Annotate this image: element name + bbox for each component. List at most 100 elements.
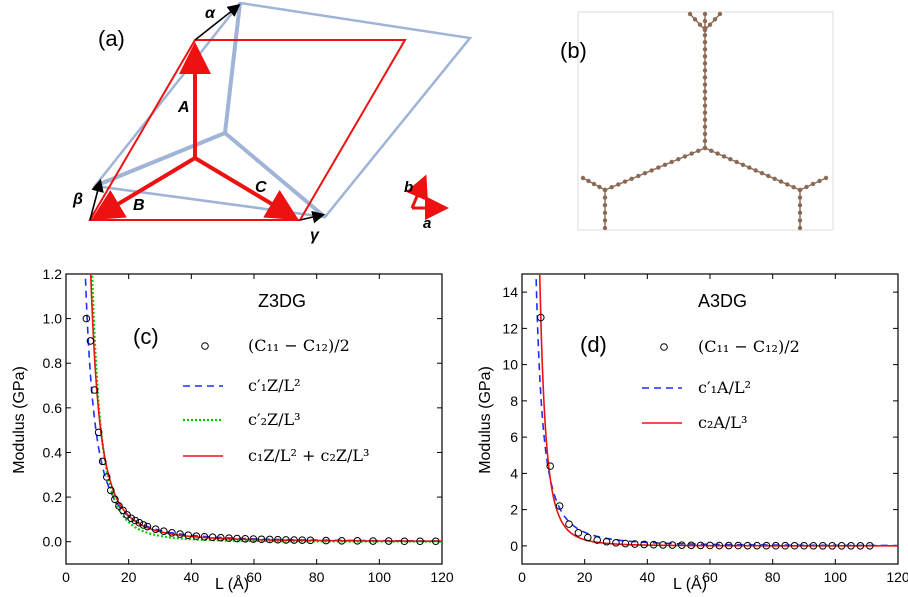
atom [797,203,803,208]
atom [702,131,708,137]
data-point [790,541,799,550]
angle-label-gamma: γ [310,227,320,244]
data-point [678,541,686,550]
data-point [119,506,127,515]
data-point [208,533,217,542]
data-point [696,541,705,550]
data-point [837,541,846,550]
atom [728,157,733,162]
axis-label-b: b [404,179,413,196]
atom [602,195,608,200]
y-tick-label: 2 [510,502,518,518]
data-point [753,541,761,550]
data-point [90,386,99,394]
x-tick-label: 80 [309,569,325,585]
x-tick-label: 100 [824,569,848,585]
data-point [612,538,620,547]
atom [721,154,727,159]
vector-C-arrow [193,156,299,221]
chain-bond [704,147,801,191]
x-axis-label-d: L (Å) [673,574,707,593]
data-point [102,473,111,481]
atom [797,195,803,200]
panel-label-d: (d) [580,332,607,357]
data-point [537,313,545,322]
legend-marker [660,343,668,351]
atom [702,117,708,122]
vector-label-C: C [255,179,267,196]
atom [702,82,708,87]
legend-label: c′₂Z/L³ [248,410,301,429]
beta-arrow [89,178,104,221]
atom [676,157,681,162]
data-point [565,520,573,528]
atom [759,171,765,176]
atom [709,148,714,153]
atom [797,218,803,223]
y-tick-label: 0.2 [43,489,63,505]
x-tick-label: 0 [518,569,526,585]
atom [797,187,803,193]
atom [662,162,668,167]
atom [715,151,720,156]
chain-bond [604,147,706,191]
panel-d-a3dg-chart: 0 20 40 60 80 100 120 0 2 4 6 8 10 12 14 (d) A3DG L (Å… [477,273,908,593]
series-d [535,274,898,550]
y-tick-label: 12 [502,320,518,336]
data-point [706,541,714,550]
y-tick-label: 0.8 [43,355,63,371]
atom [747,165,752,170]
axis-label-a: a [423,215,431,232]
data-point [743,541,752,550]
data-point [640,540,649,549]
panel-label-a: (a) [98,26,125,51]
data-point [176,530,184,538]
atom [682,154,688,159]
atom [702,96,708,101]
data-point [574,529,583,537]
legend-label: (C₁₁ − C₁₂)/2 [698,337,800,356]
atom [740,162,746,167]
atom [804,184,809,190]
series-line-2 [91,274,442,543]
blue-bond-up [223,2,242,134]
y-axis-label-d: Modulus (GPa) [477,366,494,474]
atom [702,89,708,94]
data-point [602,537,611,546]
data-point [241,534,250,543]
atom [717,11,723,17]
atom [766,173,771,179]
data-point [225,534,233,542]
atom [586,178,591,184]
data-point [257,535,266,544]
atom [591,181,597,187]
x-tick-label: 20 [577,569,593,585]
atom [772,176,777,181]
data-point [369,537,377,545]
angle-label-beta: β [72,191,83,208]
atom [669,159,674,165]
legend-marker [201,342,209,350]
data-point [715,541,724,550]
data-point [265,535,274,544]
atom [702,124,708,130]
vector-label-B: B [133,197,145,214]
legend-label: c′₁A/L² [698,378,751,397]
atom [702,32,708,38]
x-tick-label: 40 [640,569,656,585]
data-point [384,537,393,545]
atom [702,145,708,151]
atom [602,225,608,231]
data-point [111,495,119,504]
data-point [546,462,555,470]
atom [823,175,829,181]
atom [692,17,698,22]
y-tick-label: 0.6 [43,400,63,416]
data-point [800,541,808,550]
panel-label-c: (c) [133,324,159,349]
legend-d: (C₁₁ − C₁₂)/2 c′₁A/L² c₂A/L³ [642,337,800,432]
y-tick-label: 4 [510,465,518,481]
data-point [621,539,630,548]
data-point [649,540,658,549]
